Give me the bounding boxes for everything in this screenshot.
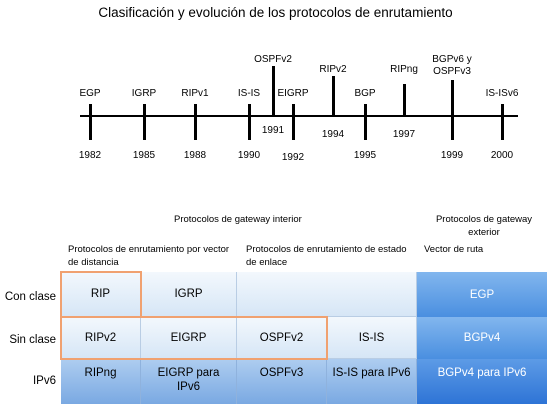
timeline-tick xyxy=(403,84,406,117)
diagram-title: Clasificación y evolución de los protoco… xyxy=(98,5,453,20)
timeline-protocol-label: EIGRP xyxy=(277,88,309,99)
row-label-classless: Sin clase xyxy=(9,334,56,346)
timeline-protocol-label: OSPFv2 xyxy=(254,54,292,65)
path-vector-header: Vector de ruta xyxy=(424,244,484,255)
timeline-protocol-label: RIPng xyxy=(390,64,418,75)
timeline-tick xyxy=(194,104,197,140)
row-label-ipv6: IPv6 xyxy=(32,375,56,387)
link-state-header: Protocolos de enrutamiento de estado de … xyxy=(246,244,407,268)
timeline-protocol-label: BGPv6 y OSPFv3 xyxy=(432,54,472,77)
cell-bgpv4-ipv6: BGPv4 para IPv6 xyxy=(417,359,547,404)
timeline-year-label: 1994 xyxy=(321,129,345,140)
timeline-tick xyxy=(451,80,454,140)
timeline-year-label: 1992 xyxy=(281,152,305,163)
timeline-year-label: 1997 xyxy=(392,129,416,140)
timeline-protocol-label: IS-ISv6 xyxy=(485,88,519,99)
exterior-gateway-header: Protocolos de gateway exterior xyxy=(435,214,533,238)
cell-rip: RIP xyxy=(61,272,141,317)
timeline-tick xyxy=(364,104,367,140)
timeline-axis xyxy=(80,115,518,117)
timeline-year-label: 1988 xyxy=(183,150,207,161)
cell-ripng: RIPng xyxy=(61,359,141,404)
cell-eigrp-ipv6: EIGRP para IPv6 xyxy=(141,359,237,404)
cell-egp: EGP xyxy=(417,272,547,317)
row-label-classful: Con clase xyxy=(4,291,56,303)
timeline-tick xyxy=(248,104,251,140)
cell-ospfv2: OSPFv2 xyxy=(237,317,327,359)
timeline-year-label: 2000 xyxy=(490,150,514,161)
timeline-protocol-label: IGRP xyxy=(131,88,157,99)
timeline-year-label: 1990 xyxy=(237,150,261,161)
timeline-protocol-label: RIPv2 xyxy=(319,64,347,75)
timeline-tick xyxy=(501,104,504,140)
cell-is-is-ipv6: IS-IS para IPv6 xyxy=(327,359,417,404)
timeline-tick xyxy=(272,66,275,117)
timeline-year-label: 1982 xyxy=(78,150,102,161)
timeline-tick xyxy=(292,104,295,140)
timeline-protocol-label: BGP xyxy=(354,88,376,99)
timeline-tick xyxy=(332,76,335,117)
timeline-protocol-label: IS-IS xyxy=(237,88,261,99)
timeline-tick xyxy=(143,104,146,140)
timeline-year-label: 1991 xyxy=(261,125,285,136)
cell-ospfv3: OSPFv3 xyxy=(237,359,327,404)
distance-vector-header: Protocolos de enrutamiento por vector de… xyxy=(68,244,230,268)
cell-bgpv4: BGPv4 xyxy=(417,317,547,359)
timeline-year-label: 1985 xyxy=(132,150,156,161)
timeline-year-label: 1999 xyxy=(440,150,464,161)
cell-ripv2: RIPv2 xyxy=(61,317,141,359)
timeline-protocol-label: RIPv1 xyxy=(181,88,209,99)
cell-is-is: IS-IS xyxy=(327,317,417,359)
timeline-year-label: 1995 xyxy=(353,150,377,161)
timeline-protocol-label: EGP xyxy=(79,88,101,99)
cell-eigrp: EIGRP xyxy=(141,317,237,359)
cell-classful-link-state-empty xyxy=(237,272,417,317)
interior-gateway-header: Protocolos de gateway interior xyxy=(174,214,302,225)
cell-igrp: IGRP xyxy=(141,272,237,317)
timeline-tick xyxy=(89,104,92,140)
